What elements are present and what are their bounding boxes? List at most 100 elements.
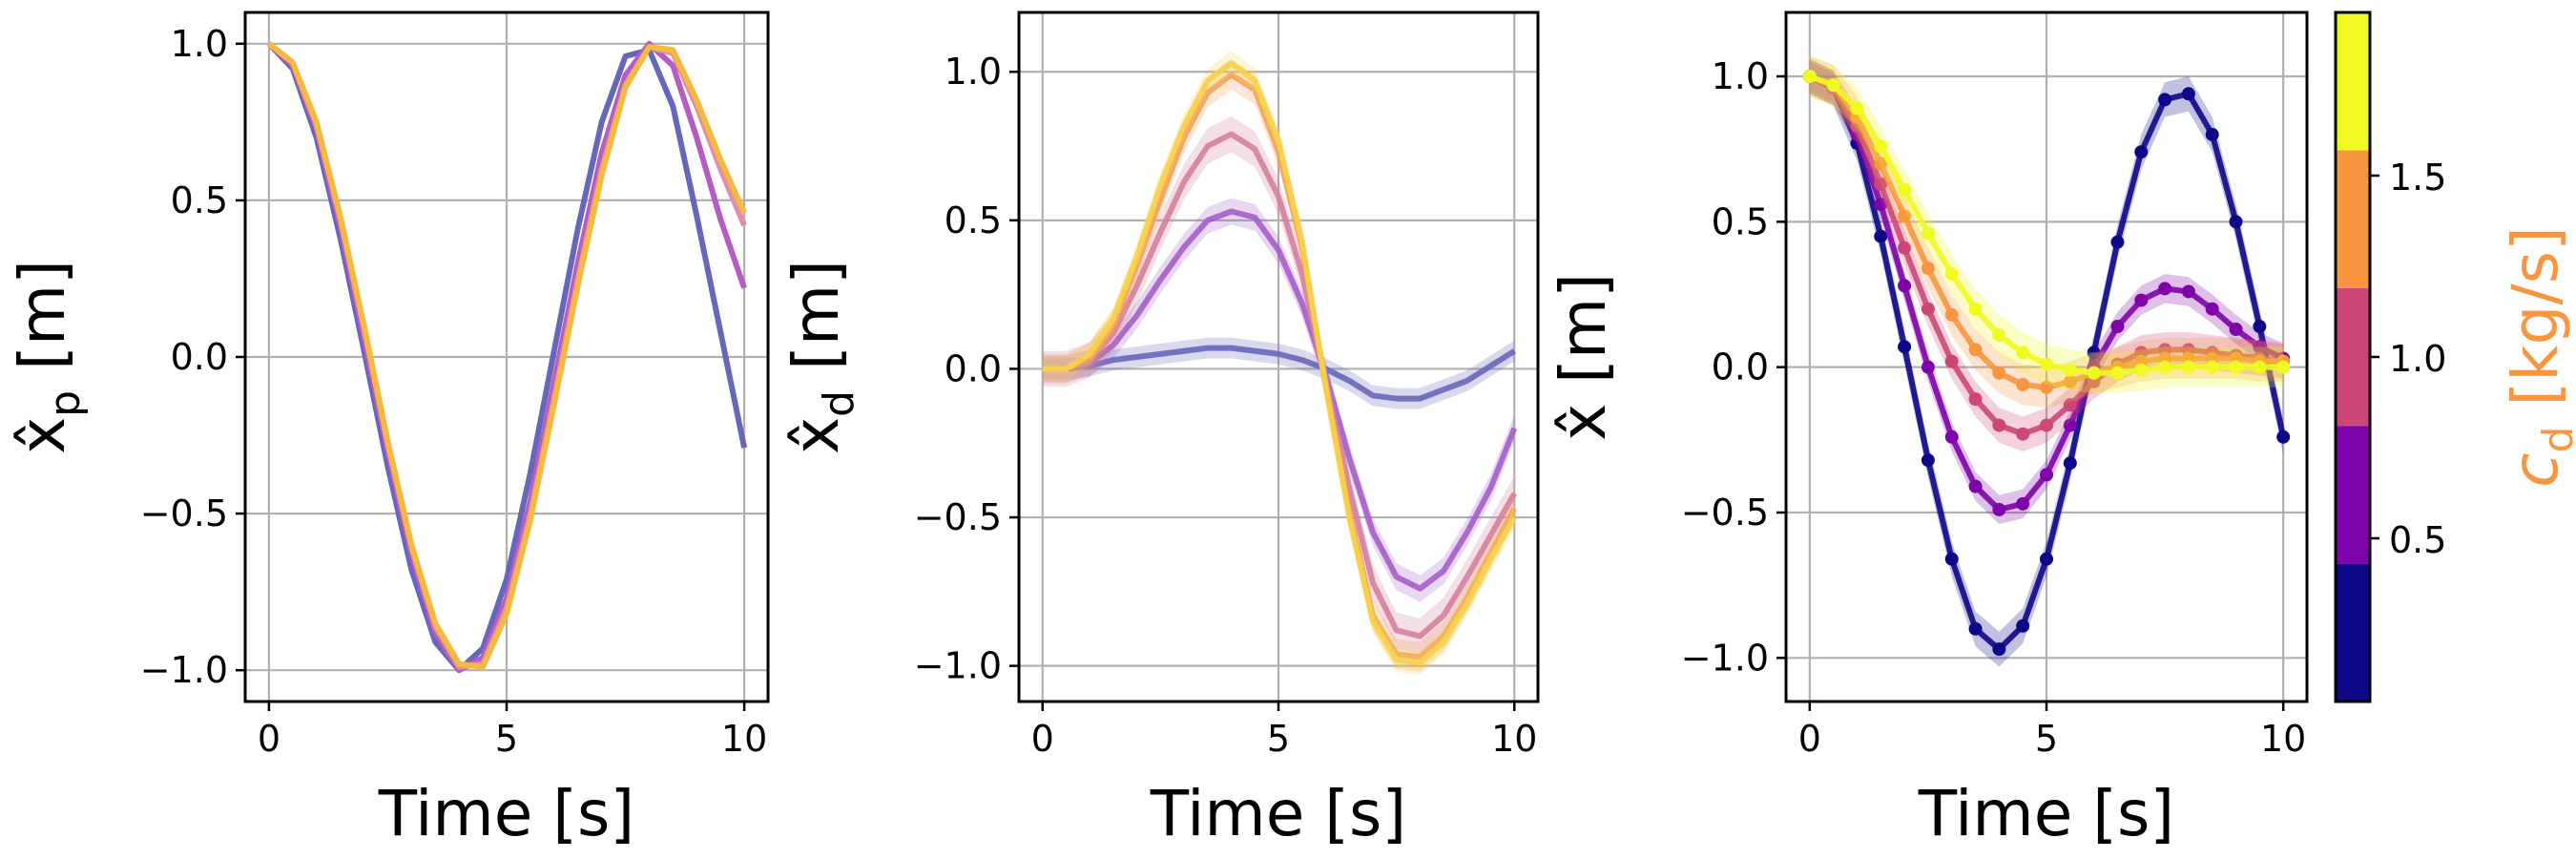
- x-tick-label: 10: [2260, 718, 2306, 760]
- panel-3: 0 5 10 −1.0 −0.5 0.0 0.5 1.0 Time [s] x̂ [m]: [1547, 10, 2309, 850]
- colorbar-segment-4: [2336, 150, 2370, 288]
- series-2-line: [1042, 208, 1518, 592]
- y-axis-label: x̂p [m]: [6, 260, 90, 454]
- y-tick-label: 0.5: [945, 199, 1002, 241]
- series-1-point: [1898, 340, 1912, 354]
- series-2-point: [1898, 279, 1912, 293]
- y-axis-label: x̂ [m]: [1547, 273, 1620, 441]
- y-tick-label: −1.0: [140, 649, 228, 691]
- colorbar-segment-2: [2336, 426, 2370, 564]
- y-tick-label: 0.5: [1712, 200, 1769, 242]
- series-5-line: [1042, 59, 1517, 666]
- series-2-point: [2040, 468, 2053, 482]
- series-5-point: [1898, 182, 1912, 197]
- y-tick-label: 0.0: [1712, 346, 1769, 388]
- series-1-band: [1809, 58, 2284, 667]
- colorbar-segment-3: [2336, 287, 2370, 427]
- series-2-point: [2253, 340, 2267, 354]
- series-1-point: [2040, 552, 2053, 566]
- plot-area: [266, 40, 748, 674]
- y-axis-label-unit: [m]: [6, 260, 79, 390]
- y-tick-label: 1.0: [945, 51, 1002, 93]
- series-1-point: [1992, 642, 2006, 657]
- x-tick-label: 0: [1798, 718, 1821, 760]
- y-tick-label: 1.0: [1712, 55, 1769, 97]
- y-tick-label: 0.0: [945, 347, 1002, 389]
- series-4-point: [2063, 374, 2077, 388]
- series-4-point: [1921, 262, 1935, 276]
- series-5-point: [1944, 267, 1959, 282]
- series-2-point: [1968, 479, 1983, 493]
- colorbar-label-sub: d: [2534, 426, 2576, 452]
- y-axis-label-main: x̂: [1547, 404, 1620, 441]
- colorbar-segment-1: [2336, 563, 2370, 702]
- colorbar-tick-label: 1.0: [2389, 338, 2446, 380]
- series-1-point: [1921, 453, 1935, 468]
- colorbar-label: cd [kg/s]: [2499, 226, 2576, 487]
- y-axis-label: x̂d [m]: [779, 260, 863, 454]
- series-1-point: [2205, 127, 2219, 141]
- y-axis-label-sub: p: [41, 390, 90, 417]
- series-5-point: [2087, 366, 2101, 380]
- panel-2: 0 5 10 −1.0 −0.5 0.0 0.5 1.0 Time [s] x̂d [m]: [779, 10, 1540, 850]
- series-5-point: [1802, 70, 1817, 84]
- colorbar-segment-5: [2336, 12, 2370, 151]
- x-tick-label: 5: [1267, 718, 1290, 760]
- series-2-point: [2205, 302, 2219, 316]
- colorbar-tick-label: 1.5: [2389, 157, 2446, 199]
- series-3-point: [2040, 418, 2053, 432]
- series-3-point: [1992, 418, 2006, 432]
- series-3-point: [1921, 302, 1935, 316]
- y-axis-label-sub: d: [815, 390, 863, 417]
- x-tick-label: 0: [1031, 718, 1054, 760]
- plot-area: [1042, 51, 1518, 675]
- series-1-point: [2276, 430, 2291, 444]
- y-tick-label: −0.5: [914, 496, 1002, 538]
- plot-area: [1802, 55, 2291, 667]
- series-1-point: [2134, 145, 2149, 159]
- series-5-point: [2134, 363, 2149, 377]
- y-tick-label: 0.5: [171, 179, 228, 221]
- series-4-point: [1898, 209, 1912, 223]
- series-5-point: [1968, 302, 1983, 316]
- series-5-band: [1042, 51, 1515, 675]
- series-1-point: [2253, 320, 2267, 334]
- panel-1: 0 5 10 −1.0 −0.5 0.0 0.5 1.0 Time [s] x̂p [m]: [6, 10, 770, 850]
- series-2-point: [2229, 323, 2243, 337]
- series-1-point: [2158, 93, 2172, 107]
- series-2-point: [1944, 430, 1959, 444]
- series-4-point: [1968, 343, 1983, 357]
- series-2-point: [2063, 418, 2077, 432]
- y-tick-label: −1.0: [1681, 637, 1769, 679]
- colorbar-label-unit: [kg/s]: [2499, 226, 2572, 426]
- x-tick-label: 10: [721, 718, 767, 760]
- series-5-point: [2229, 360, 2243, 374]
- y-axis-label-main: x̂: [6, 417, 79, 454]
- series-3-line: [1042, 131, 1517, 639]
- series-1-point: [2229, 215, 2243, 229]
- series-5-point: [2040, 357, 2053, 371]
- colorbar-label-main: c: [2499, 452, 2572, 487]
- series-4-point: [2016, 377, 2030, 391]
- x-axis-label: Time [s]: [1150, 777, 1406, 850]
- series-5-point: [1874, 139, 1888, 154]
- series-5-band: [1809, 55, 2284, 394]
- y-axis-label-unit: [m]: [1547, 273, 1620, 404]
- series-5-point: [1850, 101, 1864, 115]
- series-5-point: [2253, 360, 2267, 374]
- x-axis-label: Time [s]: [1918, 777, 2174, 850]
- y-tick-label: −1.0: [914, 645, 1002, 687]
- y-tick-label: 1.0: [171, 23, 228, 65]
- series-4-point: [1944, 307, 1959, 322]
- series-4-point: [1992, 366, 2006, 380]
- colorbar: 0.5 1.0 1.5 cd [kg/s]: [2334, 10, 2576, 703]
- series-3-point: [1968, 392, 1983, 407]
- y-tick-label: 0.0: [171, 336, 228, 378]
- series-5-point: [1921, 226, 1935, 241]
- series-3-point: [1898, 241, 1912, 255]
- series-1-point: [1944, 552, 1959, 566]
- series-2-point: [1992, 502, 2006, 516]
- series-5-point: [2276, 360, 2291, 374]
- series-2-point: [2158, 282, 2172, 296]
- series-3-point: [2016, 427, 2030, 441]
